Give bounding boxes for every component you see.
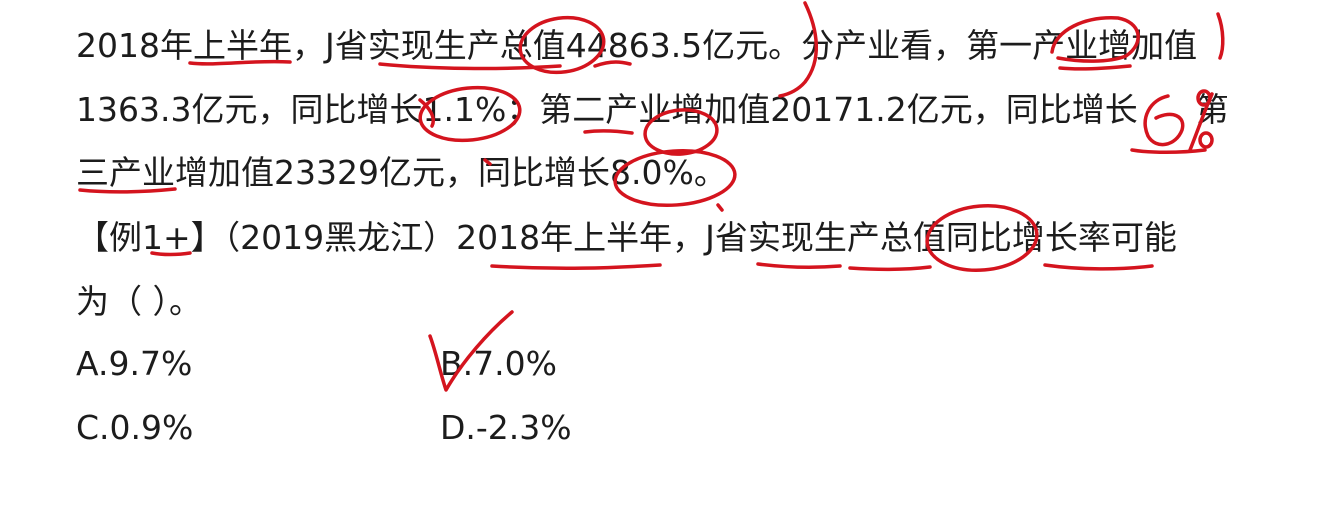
option-d[interactable]: D.-2.3% [440,408,572,447]
question-stem-line-1: 【例1+】（2019黑龙江）2018年上半年，J省实现生产总值同比增长率可能 [76,218,1177,257]
option-c[interactable]: C.0.9% [76,408,194,447]
underline-stem-growth [1043,263,1154,271]
passage-line-2: 1363.3亿元，同比增长1.1%；第二产业增加值20171.2亿元，同比增长 第 [76,90,1229,130]
underline-stem-province [756,262,842,270]
option-a[interactable]: A.9.7% [76,344,193,383]
question-stem-line-2: 为（ ）。 [76,282,202,321]
note-percent-dot-bottom [1198,131,1214,149]
tick-line1-end [1216,12,1225,60]
passage-line-2-main: 1363.3亿元，同比增长1.1%；第二产业增加值20171.2亿元，同比增长 [76,90,1138,129]
passage-line-3: 三产业增加值23329亿元，同比增长8.0%。 [76,153,727,192]
passage-line-1: 2018年上半年，J省实现生产总值44863.5亿元。分产业看，第一产业增加值 [76,26,1198,65]
underline-primary [1058,64,1132,71]
underline-secondary [583,129,634,135]
passage-line-2-tail: 第 [1195,90,1229,129]
underline-stem-output [848,265,932,272]
note-underline [1130,148,1207,154]
small-tick-line4 [716,203,724,212]
option-b[interactable]: B.7.0% [440,344,557,383]
underline-stem-year [490,263,662,270]
